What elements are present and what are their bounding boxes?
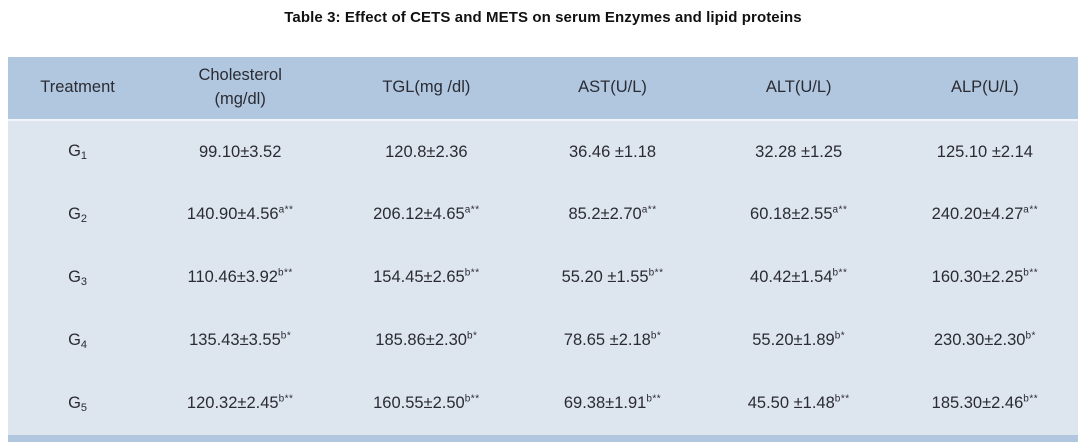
significance-superscript: a** <box>278 204 294 216</box>
value-cell: 55.20±1.89b* <box>705 309 892 372</box>
treatment-cell: G1 <box>8 120 148 183</box>
value-cell: 125.10 ±2.14 <box>891 120 1078 183</box>
column-header: TGL(mg /dl) <box>333 57 520 121</box>
value-cell: 69.38±1.91b** <box>519 372 706 435</box>
column-header: Cholesterol (mg/dl) <box>147 57 334 121</box>
value-cell: 99.10±3.52 <box>147 120 334 183</box>
table-body: G1 99.10±3.52 120.8±2.36 36.46 ±1.18 32.28 ±… <box>8 120 1078 435</box>
value-cell: 110.46±3.92b** <box>147 246 334 309</box>
significance-superscript: a** <box>464 204 480 216</box>
treatment-cell: G3 <box>8 246 148 309</box>
treatment-subscript: 2 <box>80 212 88 225</box>
significance-superscript: b* <box>650 330 662 342</box>
data-table: Treatment Cholesterol (mg/dl) TGL(mg /dl) AS… <box>8 57 1078 435</box>
value-cell: 154.45±2.65b** <box>333 246 520 309</box>
table-row: G2 140.90±4.56a** 206.12±4.65a** 85.2±2.70a… <box>8 183 1078 246</box>
significance-superscript: a** <box>832 204 848 216</box>
significance-superscript: b** <box>464 393 480 405</box>
significance-superscript: b* <box>280 330 292 342</box>
treatment-subscript: 4 <box>80 338 88 351</box>
significance-superscript: b** <box>648 267 664 279</box>
treatment-cell: G2 <box>8 183 148 246</box>
significance-superscript: b** <box>1023 393 1039 405</box>
table-row: G4 135.43±3.55b* 185.86±2.30b* 78.65 ±2.18b… <box>8 309 1078 372</box>
table-title: Table 3: Effect of CETS and METS on seru… <box>284 9 802 26</box>
significance-superscript: a** <box>641 204 657 216</box>
significance-superscript: b** <box>1023 267 1039 279</box>
treatment-subscript: 3 <box>80 275 88 288</box>
value-cell: 45.50 ±1.48b** <box>705 372 892 435</box>
treatment-cell: G4 <box>8 309 148 372</box>
table-row: G5 120.32±2.45b** 160.55±2.50b** 69.38±1.91… <box>8 372 1078 435</box>
value-cell: 185.86±2.30b* <box>333 309 520 372</box>
value-cell: 135.43±3.55b* <box>147 309 334 372</box>
value-cell: 40.42±1.54b** <box>705 246 892 309</box>
table-row: G3 110.46±3.92b** 154.45±2.65b** 55.20 ±1.5… <box>8 246 1078 309</box>
significance-superscript: b** <box>834 393 850 405</box>
column-header: ALT(U/L) <box>705 57 892 121</box>
value-cell: 60.18±2.55a** <box>705 183 892 246</box>
value-cell: 120.8±2.36 <box>333 120 520 183</box>
significance-superscript: b** <box>832 267 848 279</box>
significance-superscript: b* <box>466 330 478 342</box>
value-cell: 185.30±2.46b** <box>891 372 1078 435</box>
value-cell: 160.30±2.25b** <box>891 246 1078 309</box>
column-header: Treatment <box>8 57 148 121</box>
value-cell: 160.55±2.50b** <box>333 372 520 435</box>
significance-superscript: b* <box>1025 330 1036 342</box>
value-cell: 120.32±2.45b** <box>147 372 334 435</box>
value-cell: 140.90±4.56a** <box>147 183 334 246</box>
value-cell: 206.12±4.65a** <box>333 183 520 246</box>
value-cell: 230.30±2.30b* <box>891 309 1078 372</box>
table-row: G1 99.10±3.52 120.8±2.36 36.46 ±1.18 32.28 ±… <box>8 120 1078 183</box>
value-cell: 36.46 ±1.18 <box>519 120 706 183</box>
column-header: AST(U/L) <box>519 57 706 121</box>
value-cell: 85.2±2.70a** <box>519 183 706 246</box>
significance-superscript: b** <box>277 267 293 279</box>
column-header: ALP(U/L) <box>891 57 1078 121</box>
significance-superscript: a** <box>1023 204 1039 216</box>
treatment-subscript: 5 <box>80 401 88 414</box>
treatment-cell: G5 <box>8 372 148 435</box>
table-footer-bar <box>8 435 1078 442</box>
significance-superscript: b* <box>834 330 846 342</box>
table-header-row: Treatment Cholesterol (mg/dl) TGL(mg /dl) AS… <box>8 57 1078 121</box>
value-cell: 55.20 ±1.55b** <box>519 246 706 309</box>
data-table-container: Treatment Cholesterol (mg/dl) TGL(mg /dl) AS… <box>8 57 1078 442</box>
value-cell: 32.28 ±1.25 <box>705 120 892 183</box>
significance-superscript: b** <box>646 393 662 405</box>
value-cell: 78.65 ±2.18b* <box>519 309 706 372</box>
treatment-subscript: 1 <box>80 150 88 162</box>
value-cell: 240.20±4.27a** <box>891 183 1078 246</box>
significance-superscript: b** <box>464 267 480 279</box>
significance-superscript: b** <box>278 393 294 405</box>
